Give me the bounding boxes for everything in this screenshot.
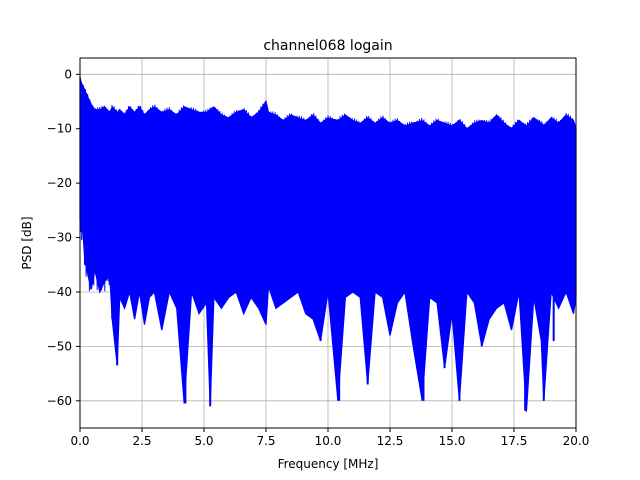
- chart-title: channel068 logain: [263, 38, 392, 54]
- y-tick-label: −60: [47, 394, 72, 408]
- x-tick-label: 2.5: [132, 434, 151, 448]
- x-tick-label: 10.0: [315, 434, 342, 448]
- x-tick-label: 5.0: [194, 434, 213, 448]
- psd-trace: [79, 76, 577, 293]
- x-tick-label: 0.0: [70, 434, 89, 448]
- y-tick-label: −40: [47, 285, 72, 299]
- y-tick-label: −30: [47, 231, 72, 245]
- x-tick-label: 17.5: [501, 434, 528, 448]
- x-tick-label: 15.0: [439, 434, 466, 448]
- x-tick-label: 12.5: [377, 434, 404, 448]
- y-axis-label: PSD [dB]: [20, 216, 34, 269]
- y-tick-label: −20: [47, 176, 72, 190]
- x-axis: 0.0 2.5 5.0 7.5 10.0 12.5 15.0 17.5 20.0: [70, 428, 589, 448]
- plot-area: [79, 76, 577, 412]
- x-axis-label: Frequency [MHz]: [278, 457, 379, 471]
- x-tick-label: 7.5: [256, 434, 275, 448]
- y-tick-label: 0: [64, 67, 72, 81]
- series-line: [79, 76, 577, 412]
- y-tick-label: −10: [47, 122, 72, 136]
- x-tick-label: 20.0: [563, 434, 590, 448]
- y-axis: 0 −10 −20 −30 −40 −50 −60: [47, 67, 80, 408]
- y-tick-label: −50: [47, 339, 72, 353]
